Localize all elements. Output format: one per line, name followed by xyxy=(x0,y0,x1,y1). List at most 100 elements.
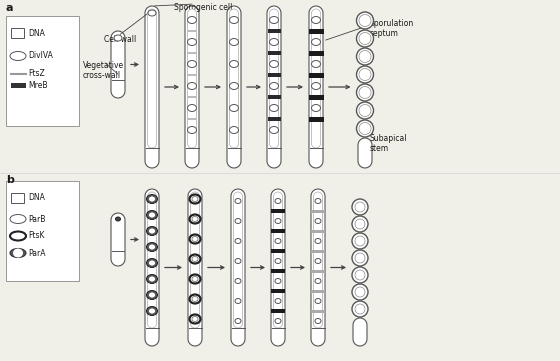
Text: Subapical
stem: Subapical stem xyxy=(370,134,408,153)
PathPatch shape xyxy=(353,318,367,346)
Ellipse shape xyxy=(148,260,156,266)
Ellipse shape xyxy=(189,255,200,264)
Ellipse shape xyxy=(355,270,365,280)
Bar xyxy=(271,289,285,293)
Ellipse shape xyxy=(235,278,241,283)
Ellipse shape xyxy=(230,39,239,45)
Ellipse shape xyxy=(311,39,320,45)
Ellipse shape xyxy=(235,239,241,244)
Text: DNA: DNA xyxy=(28,193,45,203)
Text: ParA: ParA xyxy=(28,248,45,257)
PathPatch shape xyxy=(269,9,278,148)
Bar xyxy=(188,30,196,32)
Ellipse shape xyxy=(355,304,365,314)
Ellipse shape xyxy=(148,308,156,314)
Ellipse shape xyxy=(275,278,281,283)
Bar xyxy=(188,96,196,98)
Ellipse shape xyxy=(147,274,157,283)
Bar xyxy=(188,52,196,54)
PathPatch shape xyxy=(188,9,197,148)
Circle shape xyxy=(359,122,371,135)
Ellipse shape xyxy=(192,236,198,242)
Circle shape xyxy=(359,51,371,62)
Bar xyxy=(11,83,26,88)
Circle shape xyxy=(359,104,371,117)
Ellipse shape xyxy=(315,239,321,244)
PathPatch shape xyxy=(145,6,159,168)
PathPatch shape xyxy=(111,213,125,266)
Bar xyxy=(311,309,325,313)
Ellipse shape xyxy=(315,278,321,283)
Ellipse shape xyxy=(315,199,321,204)
PathPatch shape xyxy=(311,9,320,148)
Ellipse shape xyxy=(275,239,281,244)
Ellipse shape xyxy=(147,195,157,204)
Bar xyxy=(311,270,325,273)
Ellipse shape xyxy=(230,61,239,68)
Circle shape xyxy=(352,284,368,300)
Ellipse shape xyxy=(311,61,320,68)
Ellipse shape xyxy=(235,299,241,304)
Bar xyxy=(268,51,281,55)
Ellipse shape xyxy=(235,258,241,264)
PathPatch shape xyxy=(111,31,125,98)
Ellipse shape xyxy=(355,202,365,212)
Ellipse shape xyxy=(10,52,26,61)
Bar xyxy=(309,29,324,34)
Ellipse shape xyxy=(230,126,239,134)
Bar xyxy=(188,118,196,120)
PathPatch shape xyxy=(231,189,245,346)
Ellipse shape xyxy=(275,258,281,264)
Ellipse shape xyxy=(189,235,200,244)
Circle shape xyxy=(359,14,371,26)
Bar xyxy=(311,230,325,232)
Bar xyxy=(268,73,281,77)
Ellipse shape xyxy=(148,10,156,16)
Text: FtsZ: FtsZ xyxy=(28,70,45,78)
Bar xyxy=(271,309,285,313)
Ellipse shape xyxy=(269,83,278,90)
Ellipse shape xyxy=(192,257,198,261)
Bar xyxy=(309,95,324,100)
Text: MreB: MreB xyxy=(28,82,48,91)
Ellipse shape xyxy=(114,35,122,41)
Ellipse shape xyxy=(235,218,241,223)
Ellipse shape xyxy=(147,306,157,316)
Ellipse shape xyxy=(147,243,157,252)
Ellipse shape xyxy=(269,126,278,134)
Text: DivIVA: DivIVA xyxy=(28,52,53,61)
Ellipse shape xyxy=(192,296,198,301)
Bar xyxy=(6,16,79,126)
PathPatch shape xyxy=(190,192,199,328)
PathPatch shape xyxy=(234,192,242,328)
Circle shape xyxy=(352,216,368,232)
Ellipse shape xyxy=(189,274,200,283)
Ellipse shape xyxy=(315,218,321,223)
Circle shape xyxy=(357,84,374,101)
Circle shape xyxy=(359,69,371,81)
Ellipse shape xyxy=(188,126,197,134)
Circle shape xyxy=(357,120,374,137)
PathPatch shape xyxy=(314,192,323,328)
PathPatch shape xyxy=(188,189,202,346)
Ellipse shape xyxy=(189,195,200,204)
Circle shape xyxy=(359,87,371,99)
PathPatch shape xyxy=(311,189,325,346)
Ellipse shape xyxy=(269,17,278,23)
Text: Sporogenic cell: Sporogenic cell xyxy=(174,3,232,12)
Ellipse shape xyxy=(230,83,239,90)
Ellipse shape xyxy=(275,318,281,323)
Ellipse shape xyxy=(115,217,120,221)
PathPatch shape xyxy=(147,192,156,328)
Ellipse shape xyxy=(148,276,156,282)
PathPatch shape xyxy=(267,6,281,168)
Bar xyxy=(268,95,281,99)
Ellipse shape xyxy=(148,292,156,298)
Ellipse shape xyxy=(315,318,321,323)
Ellipse shape xyxy=(188,104,197,112)
Bar xyxy=(271,229,285,233)
Ellipse shape xyxy=(192,277,198,282)
Ellipse shape xyxy=(147,226,157,235)
Bar xyxy=(311,290,325,292)
PathPatch shape xyxy=(145,189,159,346)
